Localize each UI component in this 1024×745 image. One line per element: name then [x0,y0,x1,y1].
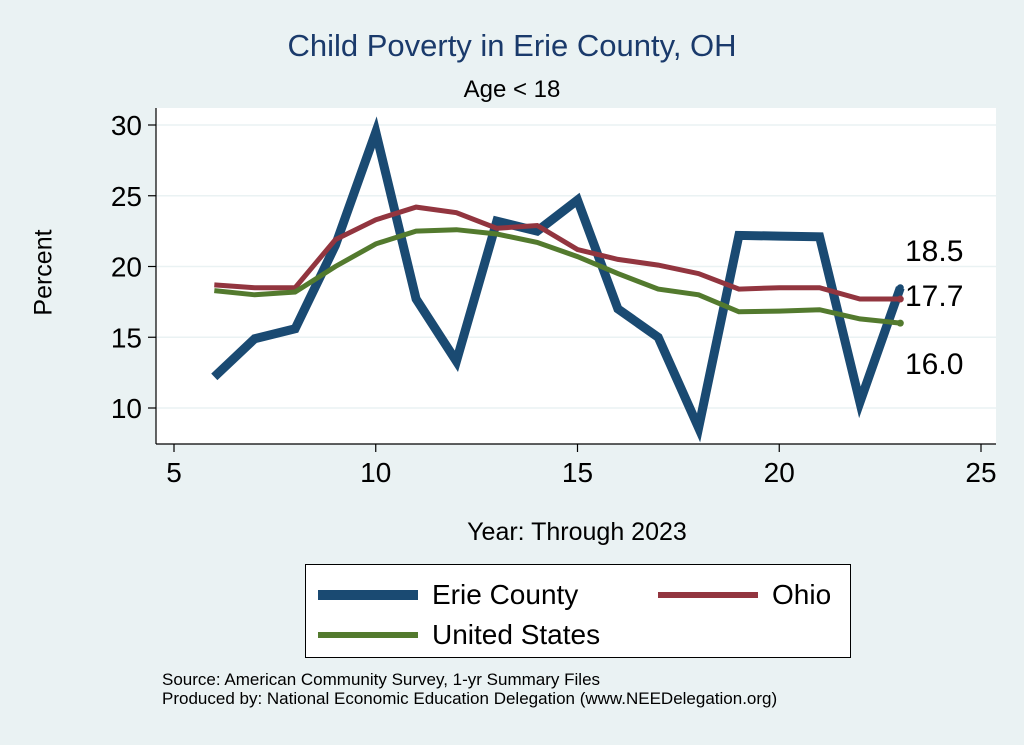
x-tick-label-10: 10 [360,457,391,488]
series-line-ohio [214,204,901,302]
end-label-ohio: 17.7 [905,280,964,314]
chart-subtitle: Age < 18 [463,76,561,103]
end-label-united-states: 16.0 [905,348,964,382]
series-layer [211,116,905,443]
y-tick-label-25: 25 [111,181,142,212]
y-tick-label-10: 10 [111,393,142,424]
series-end-point-united-states [896,319,904,327]
produced-by-line: Produced by: National Economic Education… [162,689,778,708]
chart-title: Child Poverty in Erie County, OH [287,28,737,63]
legend-swatch-united-states [318,632,418,638]
series-end-point-ohio [896,295,904,303]
x-tick-label-15: 15 [562,457,593,488]
source-note: Source: American Community Survey, 1-yr … [162,670,777,708]
y-tick-label-15: 15 [111,322,142,353]
x-tick-label-25: 25 [965,457,996,488]
legend-item-united-states: United States [318,619,600,651]
legend-swatch-erie-county [318,590,418,600]
x-axis-label: Year: Through 2023 [467,518,687,546]
y-tick-label-20: 20 [111,252,142,283]
legend-label-ohio: Ohio [772,579,832,610]
series-line-united-states [214,227,901,326]
axes: 10 15 20 25 30 5 10 15 20 25 [111,108,997,488]
legend-label-erie-county: Erie County [432,579,579,610]
source-line: Source: American Community Survey, 1-yr … [162,670,601,689]
legend-label-united-states: United States [432,619,601,650]
end-label-erie-county: 18.5 [905,234,964,268]
legend-item-erie-county: Erie County [318,579,578,611]
series-end-point-erie-county [896,284,904,292]
x-tick-label-20: 20 [764,457,795,488]
y-tick-label-30: 30 [111,110,142,141]
legend-swatch-ohio [658,592,758,598]
legend-item-ohio: Ohio [658,579,831,611]
series-line-erie-county [211,116,905,443]
x-tick-label-5: 5 [166,457,182,488]
plot-area [156,108,996,444]
legend: Erie County Ohio United States [305,564,851,658]
